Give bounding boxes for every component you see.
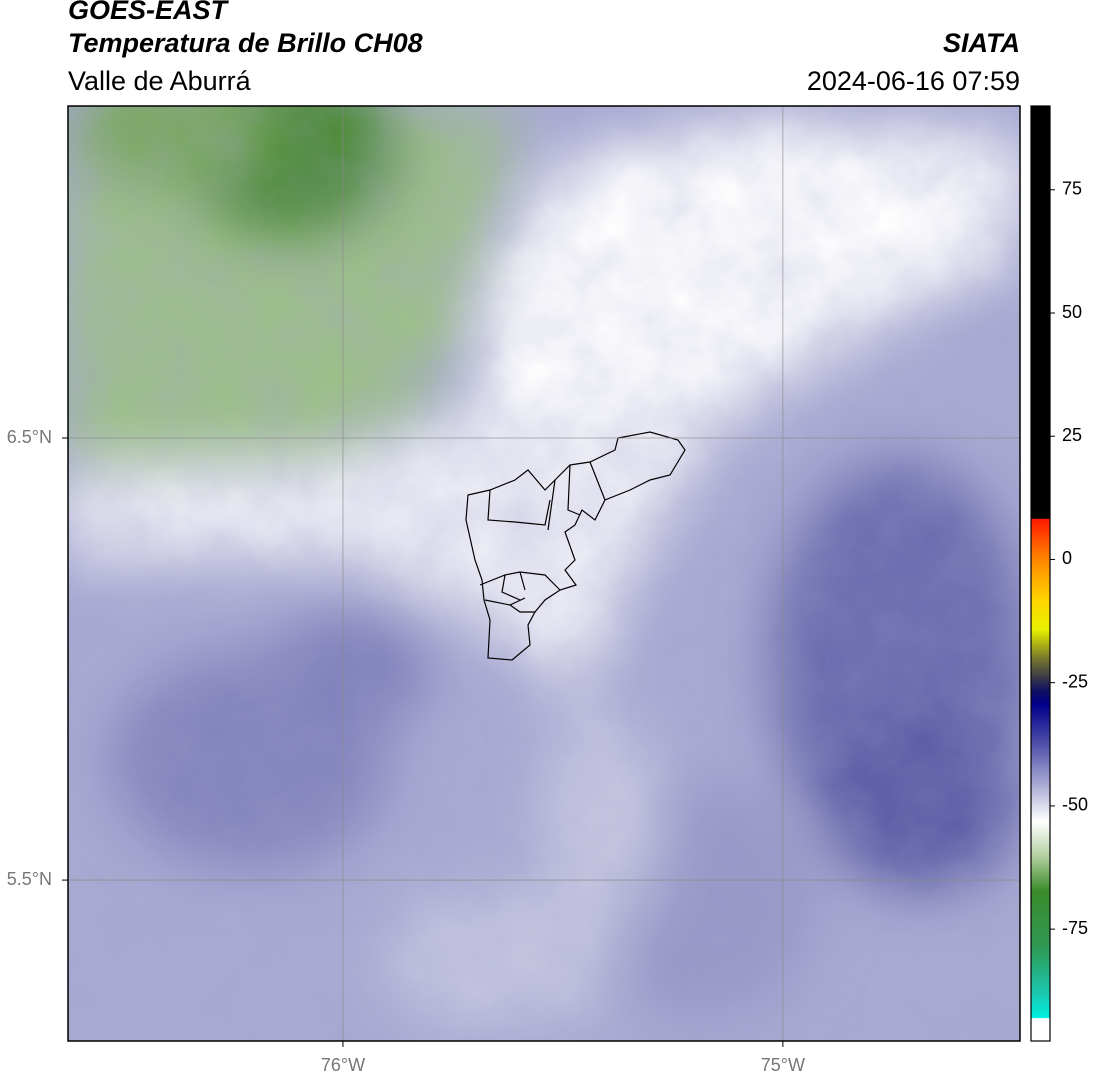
- source: SIATA: [943, 28, 1020, 58]
- colorbar-label: -75: [1062, 918, 1088, 938]
- lat-label: 5.5°N: [7, 869, 52, 889]
- map-frame: [67, 105, 1021, 1042]
- lon-label: 76°W: [321, 1055, 365, 1075]
- colorbar-label: 50: [1062, 302, 1082, 322]
- municipal-boundaries: [465, 431, 686, 661]
- subtitle: Temperatura de Brillo CH08: [68, 28, 423, 58]
- graticule: [68, 106, 1020, 1041]
- region: Valle de Aburrá: [68, 66, 252, 96]
- satellite-image: [68, 106, 1020, 1041]
- colorbar-label: 75: [1062, 179, 1082, 199]
- colorbar-label: -50: [1062, 795, 1088, 815]
- colorbar-label: -25: [1062, 671, 1088, 691]
- title: GOES-EAST: [68, 0, 230, 25]
- colorbar-label: 0: [1062, 548, 1072, 568]
- datetime: 2024-06-16 07:59: [807, 66, 1020, 96]
- colorbar-label: 25: [1062, 425, 1082, 445]
- lat-label: 6.5°N: [7, 427, 52, 447]
- lon-label: 75°W: [761, 1055, 805, 1075]
- colorbar: [1030, 105, 1051, 1042]
